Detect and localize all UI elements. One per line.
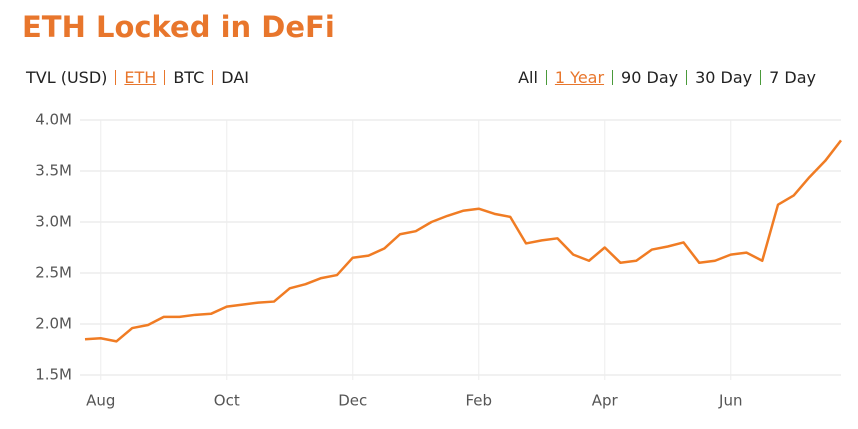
x-tick-label: Apr (592, 392, 619, 410)
y-tick-label: 1.5M (35, 366, 72, 384)
tab[interactable]: TVL (USD) (26, 68, 108, 87)
separator (612, 70, 614, 85)
tab[interactable]: ETH (124, 68, 157, 87)
y-tick-label: 4.0M (35, 111, 72, 129)
separator (686, 70, 688, 85)
x-tick-label: Oct (214, 392, 240, 410)
x-tick-label: Feb (465, 392, 492, 410)
tab[interactable]: 1 Year (554, 68, 605, 87)
asset-tabs: TVL (USD) ETH BTC DAI (26, 68, 249, 87)
separator (164, 70, 166, 85)
line (84, 139, 842, 343)
x-tick-label: Jun (718, 392, 742, 410)
range-tabs: All 1 Year 90 Day 30 Day 7 Day (518, 68, 816, 87)
y-tick-label: 3.5M (35, 162, 72, 180)
separator (115, 70, 117, 85)
tab[interactable]: 30 Day (695, 68, 753, 87)
tab[interactable]: DAI (221, 68, 249, 87)
y-tick-label: 2.5M (35, 264, 72, 282)
title: ETH Locked in DeFi (22, 10, 335, 44)
separator (545, 70, 547, 85)
separator (212, 70, 214, 85)
separator (760, 70, 762, 85)
x-tick-label: Aug (86, 392, 115, 410)
x-tick-label: Dec (338, 392, 367, 410)
y-tick-label: 3.0M (35, 213, 72, 231)
tab[interactable]: All (518, 68, 538, 87)
tab[interactable]: 7 Day (769, 68, 816, 87)
tab[interactable]: 90 Day (621, 68, 679, 87)
y-tick-label: 2.0M (35, 315, 72, 333)
tab[interactable]: BTC (173, 68, 205, 87)
